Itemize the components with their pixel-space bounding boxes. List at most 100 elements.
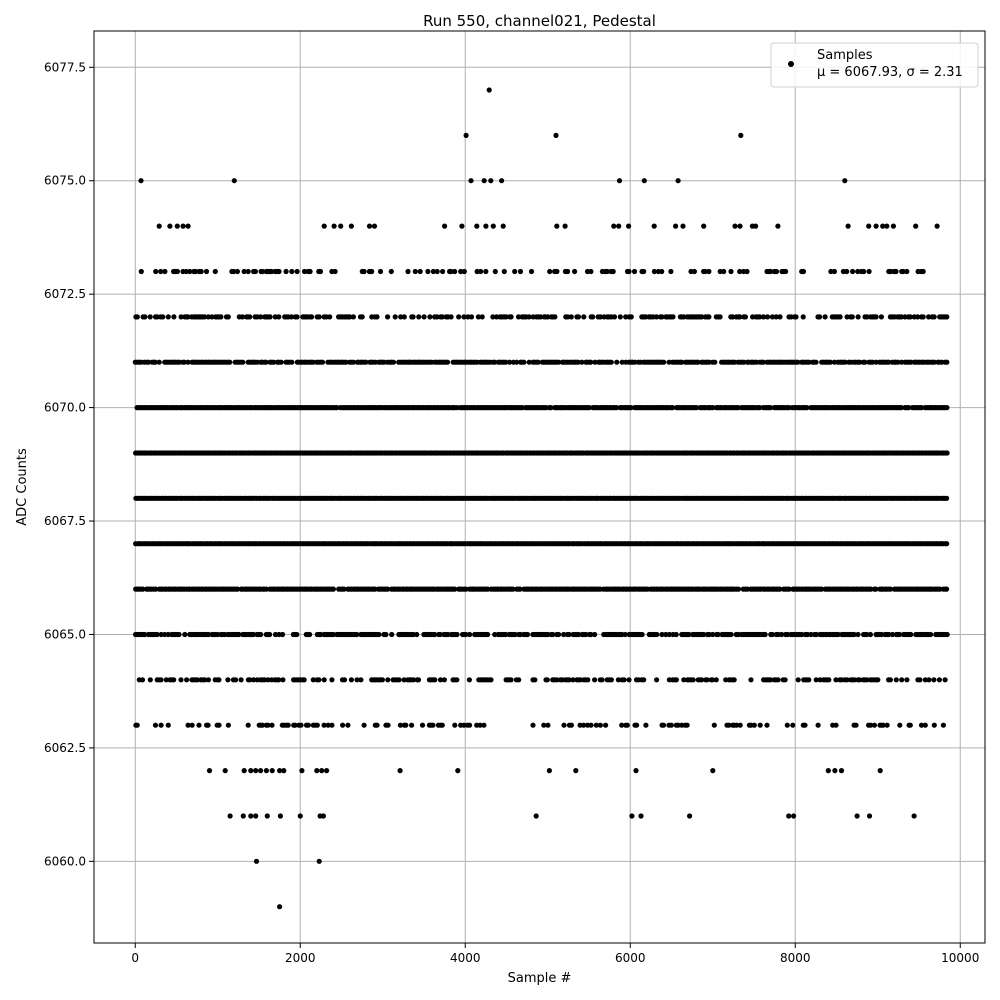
- data-point: [501, 268, 507, 275]
- data-point: [597, 722, 604, 728]
- data-point: [227, 813, 233, 819]
- data-point: [253, 768, 259, 774]
- data-point: [277, 904, 283, 910]
- data-point: [868, 722, 874, 728]
- data-point: [432, 631, 438, 638]
- data-point: [654, 631, 660, 638]
- data-point: [922, 722, 928, 728]
- data-point: [862, 359, 868, 365]
- data-point: [873, 314, 879, 320]
- legend-marker: [788, 61, 794, 67]
- data-point: [278, 359, 284, 365]
- data-point: [416, 314, 422, 320]
- data-point: [555, 359, 562, 365]
- y-tick-label: 6075.0: [44, 174, 86, 188]
- data-point: [634, 722, 640, 728]
- data-point: [675, 722, 681, 728]
- data-point: [737, 223, 743, 229]
- data-point: [152, 359, 158, 365]
- data-point: [641, 268, 647, 275]
- data-point: [673, 223, 679, 229]
- data-point: [561, 722, 567, 728]
- data-point: [281, 768, 287, 774]
- data-point: [258, 768, 264, 774]
- data-point: [643, 722, 649, 728]
- data-point: [944, 405, 950, 411]
- data-point: [588, 359, 594, 365]
- data-point: [526, 359, 532, 365]
- data-point: [556, 631, 562, 638]
- data-point: [343, 359, 349, 365]
- data-point: [619, 359, 625, 365]
- data-point: [347, 314, 353, 320]
- data-point: [354, 677, 360, 683]
- data-point: [773, 314, 779, 320]
- data-point: [833, 722, 839, 728]
- data-point: [483, 268, 489, 275]
- data-point: [316, 314, 322, 320]
- data-point: [526, 314, 532, 320]
- data-point: [855, 268, 861, 275]
- data-point: [272, 631, 279, 638]
- data-point: [185, 359, 191, 365]
- data-point: [831, 268, 838, 275]
- data-point: [330, 631, 336, 638]
- data-point: [492, 268, 498, 275]
- data-point: [936, 677, 943, 683]
- data-point: [194, 677, 200, 683]
- data-point: [267, 314, 273, 320]
- data-point: [562, 223, 568, 229]
- data-point: [889, 631, 896, 638]
- data-point: [241, 268, 247, 275]
- data-point: [297, 813, 303, 819]
- data-point: [269, 722, 275, 728]
- data-point: [234, 586, 241, 592]
- data-point: [554, 223, 560, 229]
- data-point: [222, 768, 228, 774]
- data-point: [592, 677, 598, 683]
- chart-title: Run 550, channel021, Pedestal: [423, 12, 656, 30]
- data-point: [800, 314, 806, 320]
- data-point: [345, 722, 351, 728]
- data-point: [908, 631, 914, 638]
- data-point: [887, 677, 894, 683]
- data-point: [613, 405, 620, 411]
- data-point: [156, 223, 162, 229]
- data-point: [225, 722, 231, 728]
- data-point: [314, 768, 320, 774]
- data-point: [631, 268, 638, 275]
- data-point: [185, 314, 191, 320]
- data-point: [158, 677, 164, 683]
- data-point: [437, 677, 444, 683]
- data-point: [490, 314, 496, 320]
- data-point: [944, 450, 950, 456]
- data-point: [309, 314, 315, 320]
- data-point: [581, 314, 587, 320]
- data-point: [934, 223, 940, 229]
- data-point: [216, 677, 222, 683]
- data-point: [608, 359, 614, 365]
- x-axis-label: Sample #: [508, 971, 572, 986]
- data-point: [430, 722, 436, 728]
- data-point: [699, 314, 705, 320]
- data-point: [528, 268, 535, 275]
- data-point: [374, 722, 380, 728]
- data-point: [341, 677, 348, 683]
- x-tick-label: 10000: [941, 951, 979, 965]
- data-point: [294, 268, 300, 275]
- data-point: [782, 677, 788, 683]
- data-point: [842, 178, 848, 184]
- data-point: [681, 677, 687, 683]
- data-point: [628, 405, 634, 411]
- data-point: [920, 314, 926, 320]
- data-point: [421, 314, 427, 320]
- data-point: [500, 223, 506, 229]
- data-point: [437, 631, 443, 638]
- data-point: [468, 178, 474, 184]
- data-point: [444, 359, 451, 365]
- data-point: [280, 677, 286, 683]
- data-point: [361, 268, 367, 275]
- data-point: [826, 677, 832, 683]
- data-point: [430, 268, 436, 275]
- plot-frame: [93, 30, 986, 944]
